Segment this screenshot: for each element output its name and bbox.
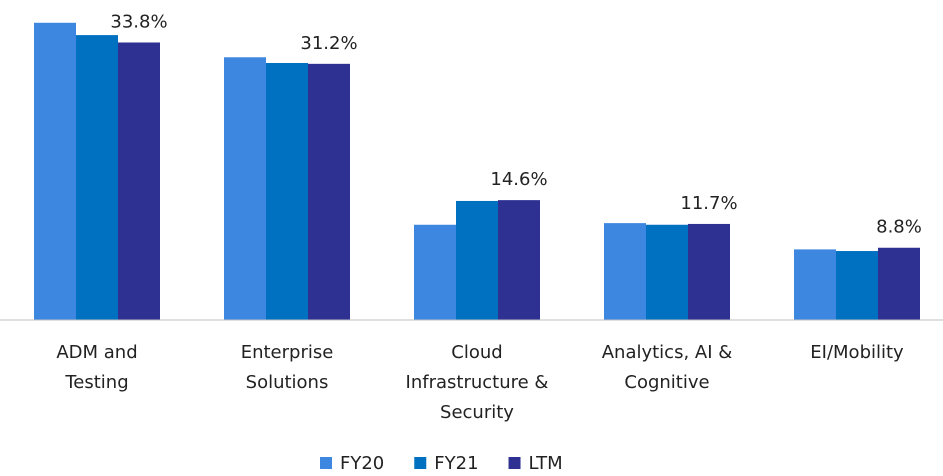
bar	[836, 251, 878, 320]
legend-label: FY21	[434, 453, 478, 474]
bar	[456, 200, 498, 320]
legend-label: LTM	[529, 453, 563, 474]
bar	[794, 249, 836, 320]
value-label: 33.8%	[110, 11, 167, 32]
x-tick-label: Cloud Infrastructure & Security	[406, 342, 549, 423]
x-tick-label: EI/Mobility	[810, 342, 904, 363]
value-label: 11.7%	[680, 193, 737, 214]
value-label: 8.8%	[876, 217, 922, 238]
bar	[118, 42, 160, 320]
bar	[224, 57, 266, 321]
bar	[878, 247, 920, 320]
bar	[604, 223, 646, 320]
bar	[266, 63, 308, 320]
bar	[308, 63, 350, 321]
x-tick-label: Enterprise Solutions	[241, 342, 334, 393]
x-tick-label: Analytics, AI & Cognitive	[602, 342, 733, 393]
value-label: 31.2%	[300, 33, 357, 54]
x-tick-label: ADM and Testing	[56, 342, 137, 393]
legend-swatch	[320, 457, 332, 469]
legend-label: FY20	[340, 453, 384, 474]
bar	[414, 224, 456, 320]
legend-swatch	[414, 457, 427, 469]
bar	[688, 223, 730, 320]
bar	[34, 22, 76, 320]
bar	[76, 35, 118, 321]
bar	[646, 224, 688, 320]
bar	[498, 200, 540, 320]
legend-swatch	[508, 457, 521, 469]
value-label: 14.6%	[490, 169, 547, 190]
